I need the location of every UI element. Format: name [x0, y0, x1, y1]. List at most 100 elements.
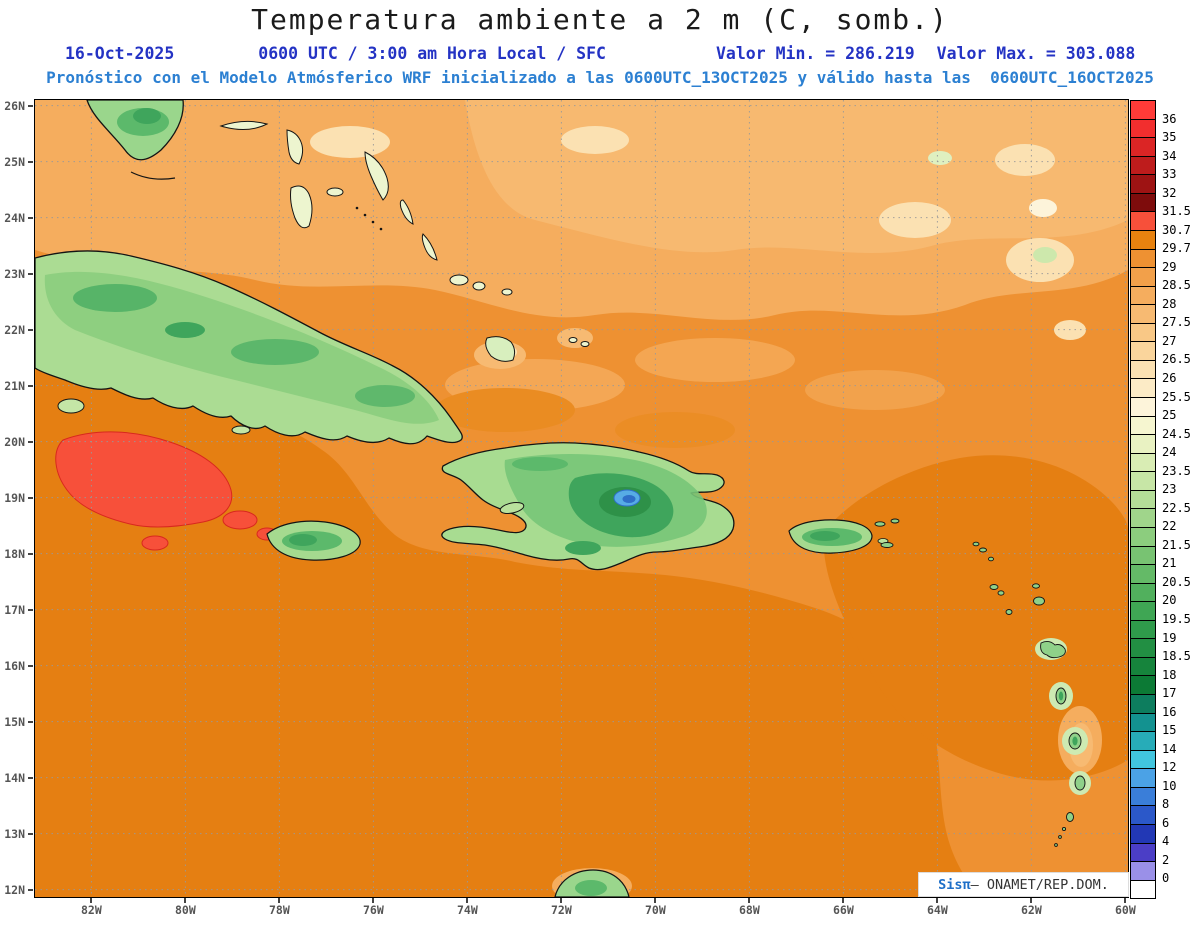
lat-tick-18N: 18N [4, 546, 25, 561]
value-min: Valor Min. = 286.219 [715, 44, 915, 63]
colorbar-labels: 36 35 34 33 32 31.5 30.7 29.7 29 28.5 28 27.5 27 26.5… [1162, 100, 1200, 899]
colorbar-cell [1131, 620, 1155, 640]
islands-bahamas [219, 120, 590, 362]
value-max: Valor Max. = 303.088 [936, 44, 1136, 63]
lon-tick-60W: 60W [1115, 903, 1136, 917]
colorbar-cell [1131, 639, 1155, 658]
colorbar-label-6: 6 [1162, 815, 1170, 830]
latitude-axis: 26N 25N 24N 23N 22N 21N 20N 19N 18N 17N 16N 15N 14N 1… [0, 98, 34, 897]
colorbar-cell [1131, 472, 1155, 491]
colorbar-cell [1131, 862, 1155, 881]
landmass-guajira [554, 869, 630, 897]
colorbar-label-33: 33 [1162, 167, 1177, 182]
colorbar-cell [1131, 787, 1155, 807]
lon-tickmark [1030, 898, 1033, 903]
colorbar-label-23.5: 23.5 [1162, 463, 1191, 478]
colorbar-cell [1131, 193, 1155, 213]
colorbar-cell [1131, 305, 1155, 324]
minmax-values: Valor Min. = 286.219 Valor Max. = 303.08… [716, 44, 1135, 63]
lat-tick-24N: 24N [4, 210, 25, 225]
colorbar-label-15: 15 [1162, 723, 1177, 738]
colorbar-label-27: 27 [1162, 333, 1177, 348]
colorbar-cell [1131, 657, 1155, 677]
colorbar-label-18.5: 18.5 [1162, 649, 1191, 664]
lat-tick-20N: 20N [4, 434, 25, 449]
colorbar-label-4: 4 [1162, 834, 1170, 849]
colorbar-cell [1131, 212, 1155, 231]
sea-warm-southwest-30c [35, 350, 985, 897]
colorbar-label-30.7: 30.7 [1162, 222, 1191, 237]
lon-tick-70W: 70W [645, 903, 666, 917]
colorbar-label-26: 26 [1162, 371, 1177, 386]
colorbar-cell [1131, 230, 1155, 250]
colorbar [1130, 100, 1156, 899]
lat-tick-13N: 13N [4, 826, 25, 841]
lon-tickmark [90, 898, 93, 903]
colorbar-label-10: 10 [1162, 778, 1177, 793]
lat-tickmark [28, 216, 33, 219]
colorbar-label-8: 8 [1162, 797, 1170, 812]
lat-tick-19N: 19N [4, 490, 25, 505]
lon-tick-82W: 82W [81, 903, 102, 917]
sea-warm-streaks [435, 388, 735, 448]
colorbar-label-0: 0 [1162, 871, 1170, 886]
colorbar-cell [1131, 360, 1155, 380]
colorbar-cell [1131, 880, 1155, 899]
lon-tick-80W: 80W [175, 903, 196, 917]
lat-tick-16N: 16N [4, 658, 25, 673]
islands-lesser-antilles [874, 518, 1091, 887]
lat-tick-23N: 23N [4, 266, 25, 281]
colorbar-label-18: 18 [1162, 667, 1177, 682]
colorbar-label-24: 24 [1162, 445, 1177, 460]
longitude-axis: 82W 80W 78W 76W 74W 72W 70W 68W 66W 64W 62W 60W [35, 898, 1136, 922]
lat-tickmark [28, 440, 33, 443]
colorbar-cell [1131, 713, 1155, 733]
island-great-inagua [485, 336, 516, 362]
sea-band-27.5c [465, 100, 1128, 254]
colorbar-cell [1131, 323, 1155, 343]
colorbar-label-14: 14 [1162, 741, 1177, 756]
colorbar-cell [1131, 843, 1155, 863]
island-juventud [57, 398, 85, 414]
lon-tick-72W: 72W [551, 903, 572, 917]
landmass-jamaica [266, 520, 361, 561]
colorbar-label-16: 16 [1162, 704, 1177, 719]
colorbar-cell [1131, 101, 1155, 120]
colorbar-label-2: 2 [1162, 852, 1170, 867]
cayos-jardines [231, 425, 251, 435]
colorbar-cell [1131, 583, 1155, 603]
colorbar-cell [1131, 806, 1155, 825]
island-st-lucia [1074, 775, 1086, 791]
lon-tick-74W: 74W [457, 903, 478, 917]
colorbar-label-29: 29 [1162, 259, 1177, 274]
colorbar-cell [1131, 695, 1155, 714]
lat-tickmark [28, 104, 33, 107]
colorbar-label-32: 32 [1162, 185, 1177, 200]
forecast-header-line: 16-Oct-2025 0600 UTC / 3:00 am Hora Loca… [0, 44, 1200, 63]
landmass-puerto-rico [788, 519, 889, 554]
lat-tick-25N: 25N [4, 154, 25, 169]
lat-tickmark [28, 160, 33, 163]
colorbar-label-29.7: 29.7 [1162, 241, 1191, 256]
hot-region-31c [55, 431, 278, 551]
colorbar-cell [1131, 342, 1155, 361]
colorbar-cell [1131, 565, 1155, 584]
lon-tick-64W: 64W [927, 903, 948, 917]
colorbar-label-22.5: 22.5 [1162, 500, 1191, 515]
colorbar-label-17: 17 [1162, 686, 1177, 701]
colorbar-label-19: 19 [1162, 630, 1177, 645]
lon-tickmark [842, 898, 845, 903]
lat-tickmark [28, 664, 33, 667]
colorbar-label-23: 23 [1162, 482, 1177, 497]
colorbar-cell [1131, 453, 1155, 473]
colorbar-cell [1131, 546, 1155, 566]
colorbar-label-19.5: 19.5 [1162, 611, 1191, 626]
lat-tick-17N: 17N [4, 602, 25, 617]
lat-tick-12N: 12N [4, 882, 25, 897]
lat-tick-26N: 26N [4, 98, 25, 113]
landmass-hispaniola [441, 442, 735, 571]
colorbar-label-21.5: 21.5 [1162, 537, 1191, 552]
lat-tickmark [28, 496, 33, 499]
watermark: Sisπ – ONAMET/REP.DOM. [918, 872, 1129, 897]
lat-tickmark [28, 608, 33, 611]
